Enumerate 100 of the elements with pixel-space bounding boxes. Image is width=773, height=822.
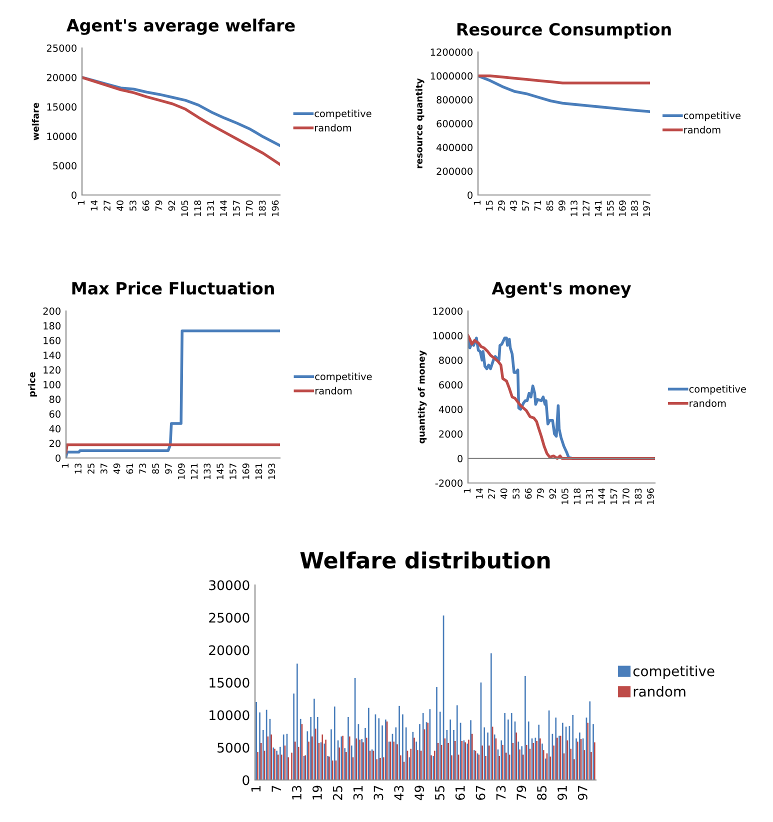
y-axis-title: welfare — [32, 102, 39, 140]
x-tick-label: 85 — [152, 464, 159, 474]
legend-label: competitive — [689, 385, 746, 395]
x-tick-label: 53 — [130, 200, 136, 211]
y-tick-label: 0 — [468, 191, 472, 199]
x-tick-label: 53 — [512, 488, 520, 499]
x-tick-label: 155 — [607, 200, 614, 216]
x-tick-label: 170 — [246, 200, 253, 216]
x-tick-label: 99 — [558, 200, 566, 211]
x-tick-label: 57 — [522, 200, 530, 211]
y-tick-label: 0 — [242, 775, 250, 786]
y-tick-label: 30000 — [209, 580, 250, 590]
x-tick-label: 145 — [216, 464, 224, 480]
chart-title: Welfare distribution — [300, 551, 550, 569]
line-series — [478, 74, 650, 84]
x-tick-label: 55 — [435, 786, 444, 800]
x-tick-label: 1 — [62, 464, 68, 468]
x-tick-label: 1 — [474, 200, 480, 205]
x-tick-label: 127 — [582, 200, 590, 216]
x-tick-label: 109 — [178, 463, 185, 480]
y-tick-label: 20000 — [209, 645, 250, 656]
x-tick-label: 157 — [230, 464, 236, 480]
y-tick-label: 200000 — [436, 168, 472, 175]
x-tick-label: 25 — [332, 786, 342, 800]
legend-label: competitive — [315, 372, 372, 382]
y-axis-title: quantity of money — [418, 350, 427, 444]
y-tick-label: 80 — [49, 396, 60, 404]
x-tick-label: 169 — [618, 200, 626, 216]
legend-label: competitive — [684, 112, 741, 122]
x-tick-label: 121 — [190, 464, 198, 480]
x-tick-label: 144 — [220, 200, 227, 216]
x-tick-label: 105 — [562, 488, 568, 504]
x-tick-label: 73 — [139, 464, 146, 474]
x-tick-label: 27 — [104, 200, 110, 211]
y-tick-label: 5000 — [218, 742, 250, 753]
x-tick-label: 29 — [498, 200, 505, 211]
y-tick-label: -2000 — [435, 479, 462, 487]
y-tick-label: 10000 — [210, 710, 250, 720]
y-tick-label: 6000 — [439, 381, 462, 389]
y-tick-label: 15000 — [210, 678, 250, 688]
x-tick-label: 79 — [516, 786, 526, 800]
x-tick-label: 37 — [374, 786, 384, 800]
x-tick-label: 43 — [510, 200, 517, 211]
x-tick-label: 14 — [90, 200, 98, 210]
x-tick-label: 92 — [168, 200, 176, 211]
x-tick-label: 105 — [181, 200, 188, 216]
y-tick-label: 800000 — [436, 96, 472, 104]
legend-label: random — [315, 124, 352, 132]
x-tick-label: 15 — [486, 200, 493, 210]
x-tick-label: 181 — [255, 464, 262, 480]
x-tick-label: 49 — [113, 463, 120, 474]
x-tick-label: 13 — [292, 786, 302, 800]
y-tick-label: 400000 — [436, 144, 472, 152]
chart-title: Agent's average welfare — [66, 18, 295, 35]
x-tick-label: 66 — [142, 200, 150, 211]
y-tick-label: 180 — [44, 322, 60, 330]
legend-label: random — [315, 386, 352, 394]
x-tick-label: 31 — [353, 786, 363, 800]
x-tick-label: 25 — [88, 464, 94, 474]
y-axis-title: price — [28, 372, 38, 396]
x-tick-label: 97 — [165, 464, 172, 474]
x-tick-label: 73 — [496, 786, 506, 800]
y-tick-label: 8000 — [439, 356, 462, 364]
x-tick-label: 66 — [524, 488, 532, 499]
x-tick-label: 170 — [622, 488, 630, 504]
x-tick-label: 113 — [570, 200, 578, 216]
x-tick-label: 85 — [537, 786, 547, 800]
x-tick-label: 196 — [272, 200, 279, 216]
x-tick-label: 61 — [126, 464, 134, 474]
line-series — [478, 74, 650, 113]
legend-label: random — [634, 686, 686, 697]
x-tick-label: 157 — [610, 488, 618, 504]
x-tick-label: 79 — [155, 200, 162, 211]
x-tick-label: 40 — [500, 488, 508, 499]
x-tick-label: 118 — [574, 488, 581, 504]
y-tick-label: 12000 — [433, 307, 462, 315]
y-tick-label: 120 — [44, 366, 60, 374]
y-tick-label: 1200000 — [430, 48, 472, 56]
y-tick-label: 2000 — [439, 430, 462, 438]
y-tick-label: 20 — [49, 440, 60, 448]
y-tick-label: 20000 — [46, 74, 76, 82]
x-tick-label: 92 — [549, 488, 556, 499]
x-tick-label: 40 — [116, 200, 124, 211]
x-tick-label: 141 — [594, 200, 602, 216]
x-tick-label: 43 — [394, 786, 404, 800]
x-tick-label: 131 — [586, 488, 593, 504]
y-tick-label: 60 — [49, 410, 60, 418]
x-tick-label: 67 — [476, 786, 486, 800]
y-tick-label: 600000 — [436, 120, 472, 128]
y-tick-label: 100 — [44, 380, 60, 388]
x-tick-label: 133 — [204, 464, 211, 480]
chart-title: Max Price Fluctuation — [72, 282, 274, 295]
line-series — [82, 76, 280, 166]
x-tick-label: 14 — [476, 488, 483, 498]
x-tick-label: 196 — [647, 488, 654, 504]
x-tick-label: 71 — [534, 200, 541, 211]
x-tick-label: 85 — [546, 200, 554, 211]
y-tick-label: 160 — [44, 336, 60, 344]
y-tick-label: 0 — [458, 454, 462, 462]
y-tick-label: 25000 — [209, 612, 250, 623]
